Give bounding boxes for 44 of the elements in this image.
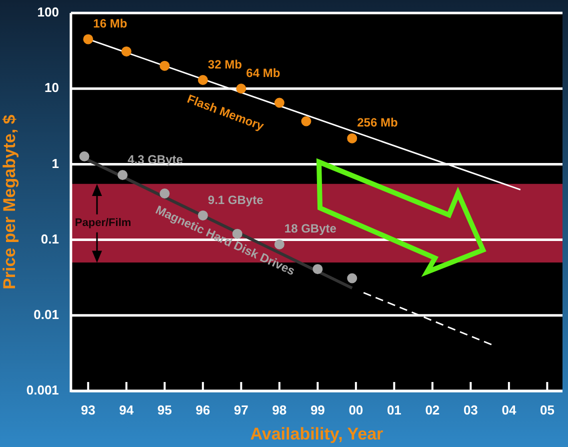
annotation: 18 GByte bbox=[284, 222, 337, 236]
x-tick-label: 97 bbox=[234, 402, 248, 418]
x-tick-label: 99 bbox=[310, 402, 325, 418]
annotation: 16 Mb bbox=[93, 16, 128, 31]
y-tick-label: 0.01 bbox=[34, 306, 59, 322]
point bbox=[236, 84, 246, 94]
x-tick-label: 01 bbox=[386, 402, 402, 418]
annotation: 4.3 GByte bbox=[128, 152, 184, 166]
x-tick-label: 95 bbox=[157, 402, 172, 418]
x-tick-label: 93 bbox=[80, 402, 96, 418]
x-tick-label: 04 bbox=[502, 402, 517, 418]
point bbox=[312, 264, 323, 274]
point bbox=[198, 74, 208, 85]
point bbox=[121, 46, 132, 56]
x-tick-label: 96 bbox=[196, 402, 210, 418]
y-tick-label: 1 bbox=[52, 156, 59, 171]
y-axis-title: Price per Megabyte, $ bbox=[0, 114, 19, 290]
y-tick-label: 10 bbox=[44, 80, 59, 96]
point bbox=[347, 133, 358, 144]
point bbox=[83, 34, 94, 44]
point bbox=[232, 228, 242, 239]
annotation: 64 Mb bbox=[246, 66, 280, 80]
point bbox=[160, 188, 170, 198]
band-label: Paper/Film bbox=[74, 217, 132, 230]
point bbox=[118, 170, 128, 180]
y-tick-label: 0.1 bbox=[40, 231, 59, 246]
annotation: 9.1 GByte bbox=[208, 192, 264, 207]
x-tick-label: 98 bbox=[272, 402, 287, 418]
point bbox=[347, 273, 358, 284]
x-tick-label: 94 bbox=[119, 402, 134, 418]
point bbox=[274, 98, 284, 108]
y-tick-label: 100 bbox=[37, 4, 59, 20]
point bbox=[79, 151, 90, 162]
annotation: 32 Mb bbox=[208, 57, 242, 72]
y-tick-label: 0.001 bbox=[26, 382, 59, 398]
annotation: 256 Mb bbox=[357, 116, 398, 130]
x-tick-label: 00 bbox=[348, 402, 364, 418]
x-tick-label: 03 bbox=[463, 402, 478, 418]
point bbox=[301, 116, 312, 126]
point bbox=[160, 60, 170, 71]
point bbox=[274, 239, 284, 250]
x-axis-title: Availability, Year bbox=[250, 424, 384, 444]
x-tick-label: 02 bbox=[425, 402, 440, 418]
x-tick-label: 05 bbox=[540, 402, 554, 418]
